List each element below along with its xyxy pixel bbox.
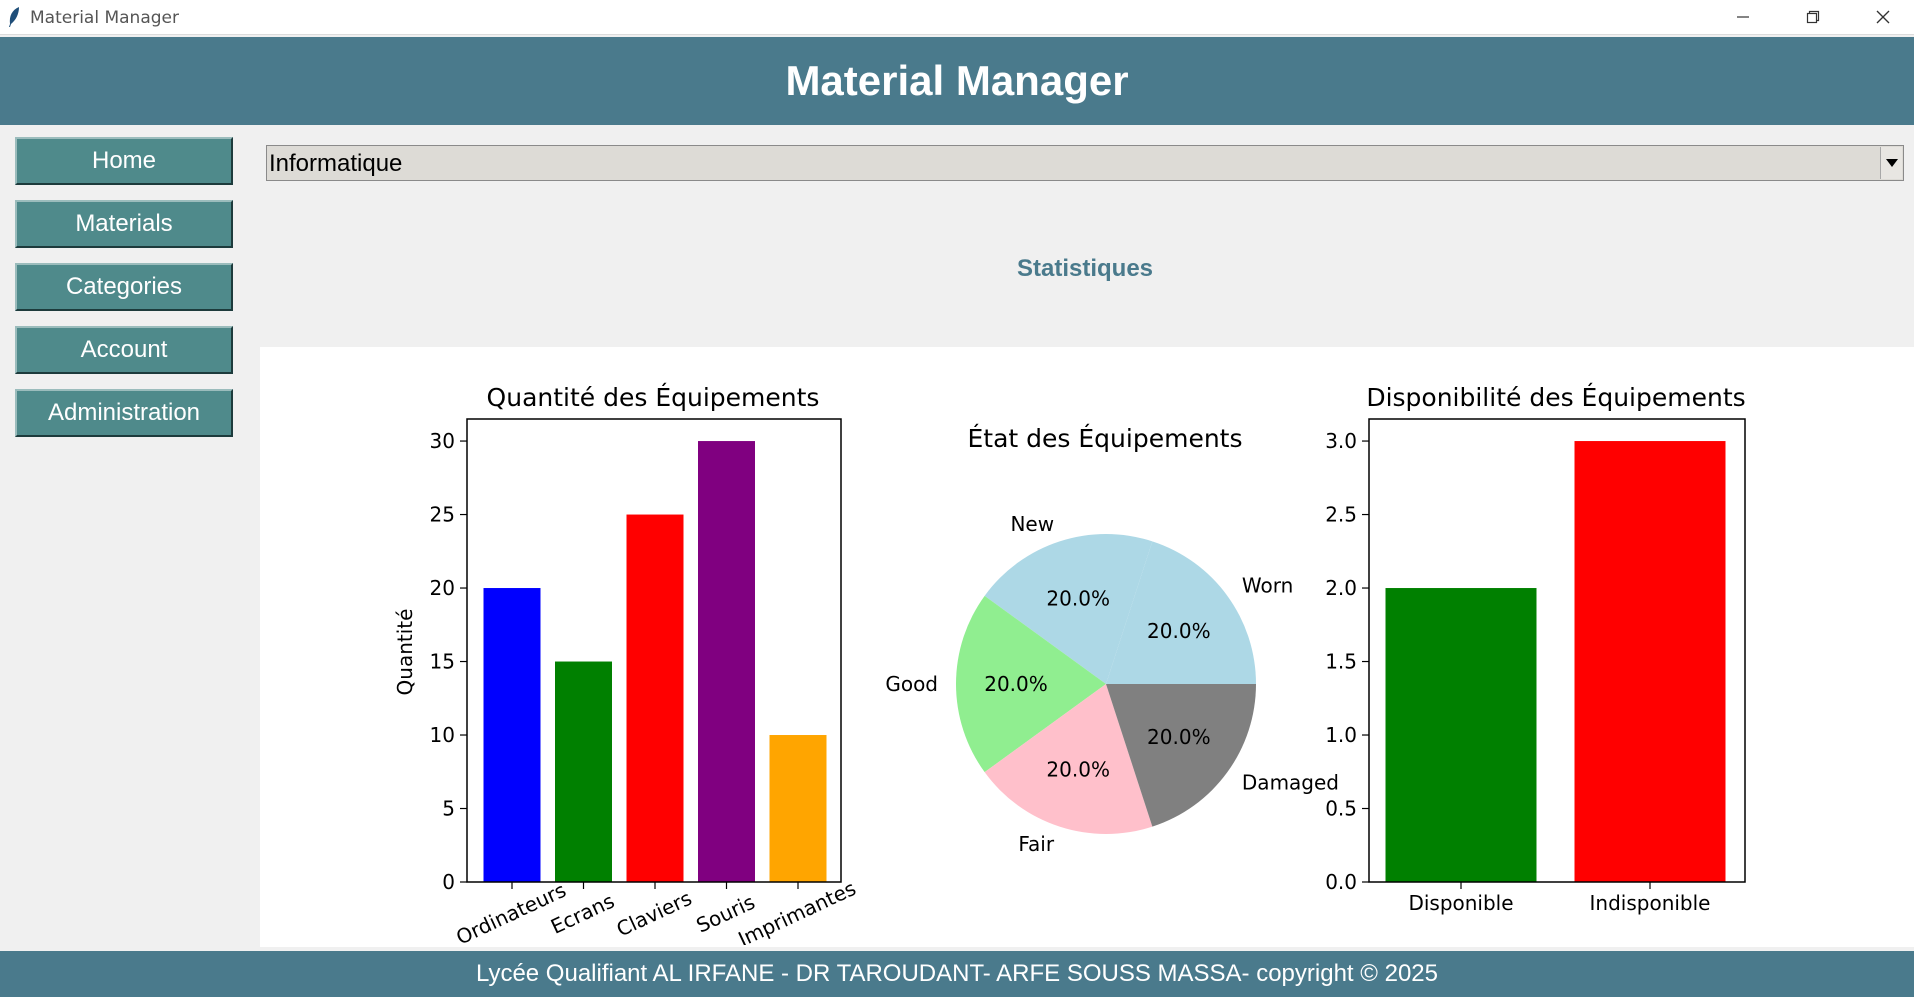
chart3-ytick-label: 3.0 <box>1325 429 1357 453</box>
category-select[interactable]: Informatique <box>266 145 1904 181</box>
chart1-frame <box>466 418 842 883</box>
restore-icon <box>1806 10 1820 24</box>
nav-administration-button[interactable]: Administration <box>15 389 233 437</box>
chart1-ytick-label: 0 <box>442 870 455 894</box>
close-icon <box>1876 10 1890 24</box>
pie-pct-label: 20.0% <box>1147 725 1211 749</box>
pie-pct-label: 20.0% <box>1147 619 1211 643</box>
minimize-button[interactable] <box>1708 0 1778 34</box>
chart3-ytick-label: 2.0 <box>1325 576 1357 600</box>
window-title: Material Manager <box>30 8 179 28</box>
app-header: Material Manager <box>0 37 1914 125</box>
category-select-value: Informatique <box>269 150 403 177</box>
pie-label: Good <box>885 672 938 696</box>
chart1-ytick-label: 25 <box>430 503 455 527</box>
chart2-title: État des Équipements <box>968 424 1243 453</box>
app-title: Material Manager <box>785 57 1129 104</box>
minimize-icon <box>1737 16 1749 18</box>
chart3-ytick-label: 1.5 <box>1325 650 1357 674</box>
nav-home-button[interactable]: Home <box>15 137 233 185</box>
pie-pct-label: 20.0% <box>1046 758 1110 782</box>
chart1-title: Quantité des Équipements <box>487 383 820 412</box>
pie-slice-new <box>984 534 1153 684</box>
chart1-ytick-label: 10 <box>430 723 455 747</box>
chart1-ytick-label: 15 <box>430 650 455 674</box>
pie-label: New <box>1010 512 1054 536</box>
chart3-bar <box>1385 588 1537 882</box>
statistics-title: Statistiques <box>1016 255 1154 282</box>
window-titlebar: Material Manager <box>0 0 1914 35</box>
pie-label: Fair <box>1018 832 1054 856</box>
chart1-bar <box>483 588 541 882</box>
chart3-ytick-label: 0.5 <box>1325 797 1357 821</box>
dropdown-button[interactable] <box>1880 147 1902 179</box>
chart1-bar <box>769 735 827 882</box>
chart1-ytick-label: 5 <box>442 797 455 821</box>
chart-panel: Quantité des Équipements Quantité 0 5 10 15… <box>260 347 1914 947</box>
chart3-ytick-label: 0.0 <box>1325 870 1357 894</box>
nav-categories-button[interactable]: Categories <box>15 263 233 311</box>
pie-slice-fair <box>984 684 1153 834</box>
pie-label: Damaged <box>1242 771 1339 795</box>
pie-label: Worn <box>1242 573 1293 597</box>
pie-slice-worn <box>1106 541 1256 684</box>
feather-icon <box>9 7 19 27</box>
chevron-down-icon <box>1885 159 1898 167</box>
pie-pct-label: 20.0% <box>1046 586 1110 610</box>
chart3-bar <box>1574 441 1726 882</box>
chart1-xtick-label: Claviers <box>613 886 696 942</box>
pie-slice-damaged <box>1106 684 1256 827</box>
restore-button[interactable] <box>1778 0 1848 34</box>
chart3-frame <box>1368 418 1746 883</box>
chart3-ytick-label: 2.5 <box>1325 503 1357 527</box>
chart1-ylabel: Quantité <box>393 609 417 696</box>
chart3-ytick-label: 1.0 <box>1325 723 1357 747</box>
charts-canvas: Quantité des Équipements Quantité 0 5 10 15… <box>393 383 1746 947</box>
chart1-xtick-label: Ordinateurs <box>452 878 569 947</box>
nav-materials-button[interactable]: Materials <box>15 200 233 248</box>
nav-account-button[interactable]: Account <box>15 326 233 374</box>
pie-slice-good <box>956 595 1106 773</box>
footer-text: Lycée Qualifiant AL IRFANE - DR TAROUDAN… <box>475 960 1438 987</box>
chart1-bar <box>555 661 612 882</box>
chart1-bar <box>698 441 755 882</box>
pie-pct-label: 20.0% <box>984 672 1048 696</box>
close-button[interactable] <box>1848 0 1914 34</box>
chart1-ytick-label: 20 <box>430 576 455 600</box>
footer: Lycée Qualifiant AL IRFANE - DR TAROUDAN… <box>0 951 1914 997</box>
chart3-xtick-label: Indisponible <box>1590 891 1711 915</box>
chart1-ytick-label: 30 <box>430 429 455 453</box>
chart3-title: Disponibilité des Équipements <box>1366 383 1745 412</box>
chart3-xtick-label: Disponible <box>1408 891 1513 915</box>
chart1-bar <box>626 514 684 882</box>
